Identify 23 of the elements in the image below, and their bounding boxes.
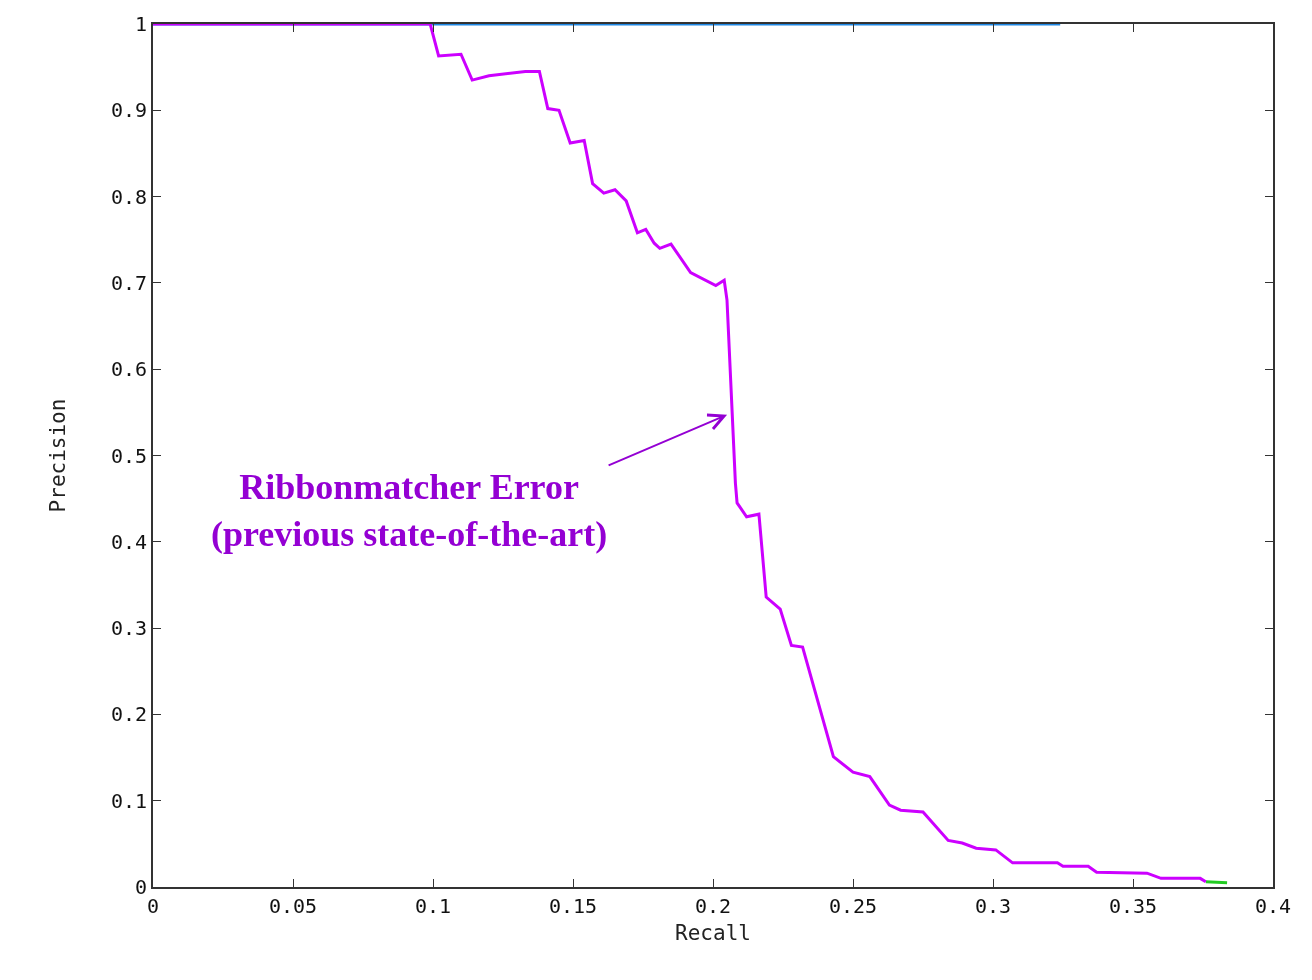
y-tick-label: 0.6 — [110, 357, 147, 382]
x-tick-label: 0.3 — [974, 894, 1012, 918]
y-tick-label: 0.9 — [110, 98, 147, 123]
x-axis-title: Recall — [675, 920, 751, 945]
y-tick-label: 0.5 — [110, 443, 147, 468]
y-tick-label: 0.1 — [110, 788, 147, 813]
y-tick-label: 0.7 — [110, 270, 147, 295]
x-tick-label: 0.1 — [414, 894, 452, 918]
y-tick-label: 0.2 — [110, 702, 147, 727]
x-tick-label: 0.15 — [548, 894, 598, 918]
x-tick-label: 0.2 — [694, 894, 732, 918]
y-tick-label: 0.8 — [110, 184, 147, 209]
y-axis-title: Precision — [45, 398, 70, 513]
y-tick-label: 0.3 — [110, 616, 147, 641]
y-tick-label: 1 — [134, 12, 147, 36]
x-tick-label: 0.4 — [1254, 894, 1292, 918]
y-tick-label: 0.4 — [110, 529, 147, 554]
x-tick-label: 0.05 — [268, 894, 318, 918]
annotation: Ribbonmatcher Error (previous state-of-the-art) — [211, 467, 608, 554]
line-series — [153, 24, 1208, 884]
x-tick-label: 0.25 — [828, 894, 878, 918]
y-tick-label: 0 — [134, 875, 147, 899]
x-tick-label: 0.35 — [1108, 894, 1158, 918]
